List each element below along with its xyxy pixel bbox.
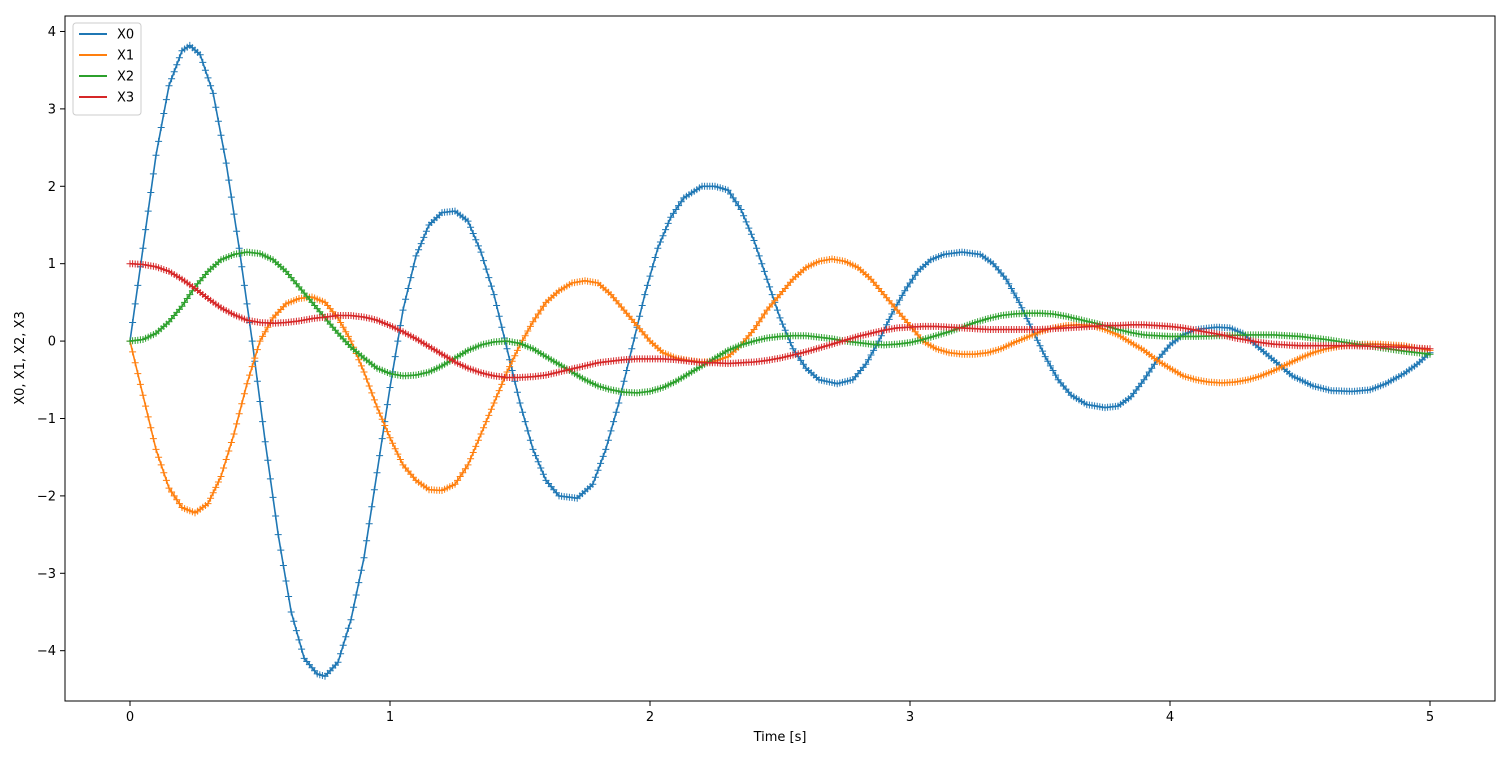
y-tick-label: −4 [37,644,56,659]
legend-label-X0: X0 [117,28,134,43]
x-axis: 0 1 2 3 4 5 [126,701,1434,725]
y-tick-label: 2 [48,180,56,195]
plot-area-frame [64,15,1496,702]
series-X3 [126,260,1434,381]
x-tick-label: 2 [646,710,654,725]
legend-label-X3: X3 [117,91,134,106]
y-tick-label: −1 [37,412,56,427]
y-tick-label: 4 [48,25,56,40]
legend: X0 X1 X2 X3 [72,22,142,116]
y-tick-label: −3 [37,567,56,582]
legend-box [72,22,142,116]
x-tick-label: 3 [906,710,914,725]
x-tick-label: 1 [386,710,394,725]
x-tick-label: 5 [1426,710,1434,725]
y-tick-label: −2 [37,489,56,504]
series-layer [126,41,1434,680]
y-axis-label: X0, X1, X2, X3 [13,311,28,405]
y-tick-label: 3 [48,102,56,117]
x-tick-label: 4 [1166,710,1174,725]
x-axis-label: Time [s] [753,730,807,745]
legend-label-X1: X1 [117,49,134,64]
y-tick-label: 1 [48,257,56,272]
legend-label-X2: X2 [117,70,134,85]
y-axis: −4 −3 −2 −1 0 1 2 3 4 [37,25,65,659]
x-tick-label: 0 [126,710,134,725]
series-markers-X3 [126,260,1434,381]
y-tick-label: 0 [48,335,56,350]
